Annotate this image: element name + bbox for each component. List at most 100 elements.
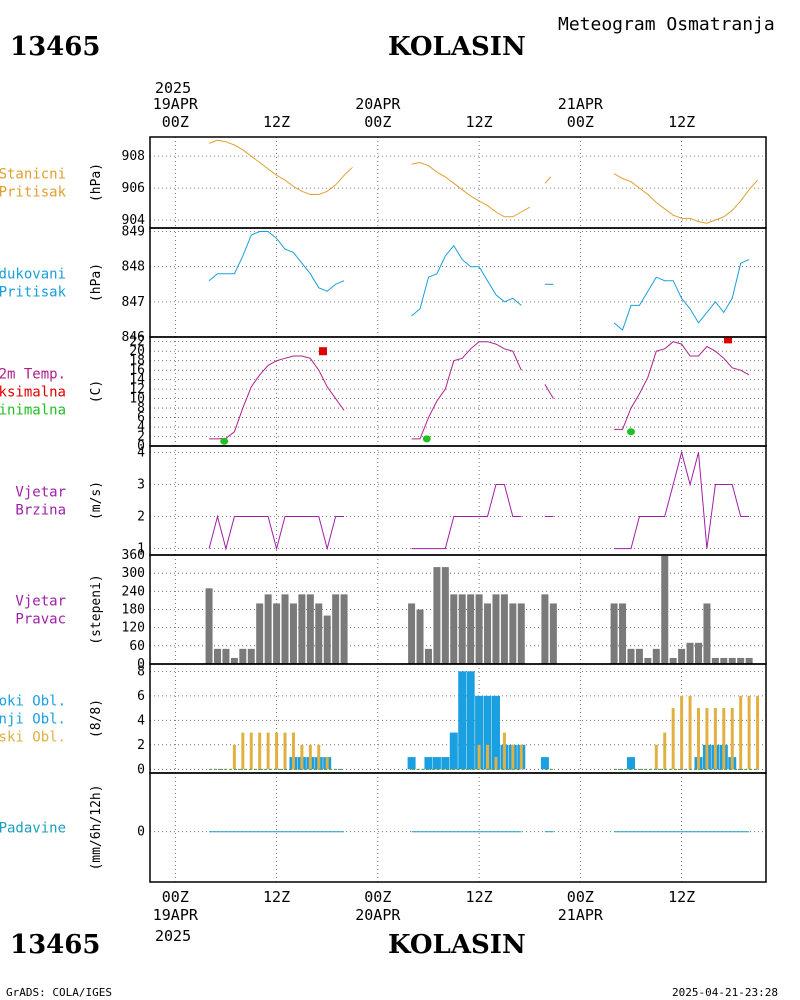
series-line <box>208 231 345 292</box>
wind-direction-bar <box>315 603 323 664</box>
low-cloud-bar <box>688 695 692 770</box>
high-cloud-bar <box>475 695 484 770</box>
wind-direction-bar <box>703 603 711 664</box>
low-cloud-bar <box>249 732 253 770</box>
top-time-label: 19APR <box>153 95 199 113</box>
wind-direction-bar <box>541 594 549 664</box>
wind-direction-bar <box>549 603 557 664</box>
series-line <box>411 341 522 440</box>
low-cloud-bar <box>486 744 490 770</box>
low-cloud-bar <box>275 732 279 770</box>
y-tick-label: 10 <box>129 392 145 407</box>
panel-plot-area <box>150 446 766 555</box>
panel-label: Vjetar <box>15 485 66 501</box>
low-cloud-bar <box>317 744 321 770</box>
bottom-time-label: 12Z <box>668 888 695 906</box>
wind-direction-bar <box>644 657 652 664</box>
low-cloud-bar <box>283 732 287 770</box>
series-line <box>208 139 353 195</box>
panel-plot-area <box>150 555 766 664</box>
wind-direction-bar <box>500 594 508 664</box>
wind-direction-bar <box>424 648 432 664</box>
wind-direction-bar <box>619 603 627 664</box>
high-cloud-bar <box>424 757 433 770</box>
wind-direction-bar <box>306 594 314 664</box>
series-line <box>208 514 345 551</box>
panel-label: Srednji Obl. <box>0 712 66 728</box>
bottom-time-label: 12Z <box>466 888 493 906</box>
wind-direction-bar <box>610 603 618 664</box>
series-line <box>613 259 750 331</box>
y-axis-label: (hPa) <box>89 163 104 202</box>
y-axis-label: (hPa) <box>89 263 104 302</box>
panel-label: Minimalna <box>0 403 66 419</box>
y-tick-label: 2 <box>137 738 145 753</box>
bottom-time-label: 12Z <box>263 888 290 906</box>
top-time-label: 00Z <box>567 113 594 131</box>
panel-label: Maksimalna <box>0 385 66 401</box>
wind-direction-bar <box>686 642 694 664</box>
y-tick-label: 0 <box>137 439 145 454</box>
wind-direction-bar <box>214 648 222 664</box>
panel-label: Niski Obl. <box>0 730 66 746</box>
high-cloud-bar <box>407 757 416 770</box>
wind-direction-bar <box>264 594 272 664</box>
top-time-label: 00Z <box>364 113 391 131</box>
panel-clouds: 0 2 4 6 8 (8/8) Visoki Obl. Srednji Obl. Niski O… <box>0 663 767 777</box>
panel-label: 2m Temp. <box>0 367 66 383</box>
wind-direction-bar <box>323 615 331 664</box>
series-line <box>544 384 554 399</box>
bottom-time-label: 00Z <box>162 888 189 906</box>
high-cloud-bar <box>491 695 500 770</box>
y-tick-label: 906 <box>122 181 145 196</box>
low-cloud-bar <box>519 744 523 770</box>
bottom-time-label: 21APR <box>558 906 604 924</box>
low-cloud-bar <box>477 744 481 770</box>
bottom-time-label: 00Z <box>567 888 594 906</box>
y-tick-label: 240 <box>122 584 145 599</box>
low-cloud-bar <box>494 757 498 770</box>
y-tick-label: 904 <box>122 213 146 228</box>
low-cloud-bar <box>308 744 312 770</box>
y-axis-label: (mm/6h/12h) <box>89 784 104 870</box>
y-tick-label: 3 <box>137 477 145 492</box>
y-tick-label: 8 <box>137 401 145 416</box>
wind-direction-bar <box>441 567 449 664</box>
low-cloud-bar <box>713 708 717 770</box>
panel-wind-direction: 0 60 120 180 240 300 360 (stepeni) Vjetar Pravac <box>15 548 767 672</box>
panel-label: Stanicni <box>0 167 66 183</box>
y-tick-label: 0 <box>137 762 145 777</box>
bottom-time-label: 19APR <box>153 906 199 924</box>
chart-title: Meteogram Osmatranja <box>558 14 775 35</box>
footer-source: GrADS: COLA/IGES <box>6 986 112 999</box>
wind-direction-bar <box>678 648 686 664</box>
min-temp-marker <box>422 435 431 443</box>
wind-direction-bar <box>205 588 213 664</box>
y-tick-label: 300 <box>122 566 145 581</box>
y-tick-label: 908 <box>122 149 145 164</box>
y-tick-label: 22 <box>129 335 145 350</box>
top-time-label: 00Z <box>162 113 189 131</box>
wind-direction-bar <box>222 648 230 664</box>
high-cloud-bar <box>449 732 458 770</box>
y-tick-label: 6 <box>137 689 145 704</box>
top-time-label: 12Z <box>466 113 493 131</box>
panel-label: Pritisak <box>0 185 67 201</box>
wind-direction-bar <box>509 603 517 664</box>
max-temp-marker <box>724 337 733 344</box>
y-tick-label: 20 <box>129 344 145 359</box>
panel-frame <box>149 445 767 556</box>
y-tick-label: 846 <box>122 330 145 345</box>
wind-direction-bar <box>340 594 348 664</box>
wind-direction-bar <box>627 648 635 664</box>
min-temp-marker <box>220 437 229 445</box>
low-cloud-bar <box>671 708 675 770</box>
y-tick-label: 4 <box>137 713 145 728</box>
panels-group: 904906908(hPa)StanicniPritisak8468478488… <box>0 136 767 883</box>
wind-direction-bar <box>408 603 416 664</box>
low-cloud-bar <box>325 757 329 770</box>
y-tick-label: 4 <box>137 445 145 460</box>
wind-direction-bar <box>239 648 247 664</box>
